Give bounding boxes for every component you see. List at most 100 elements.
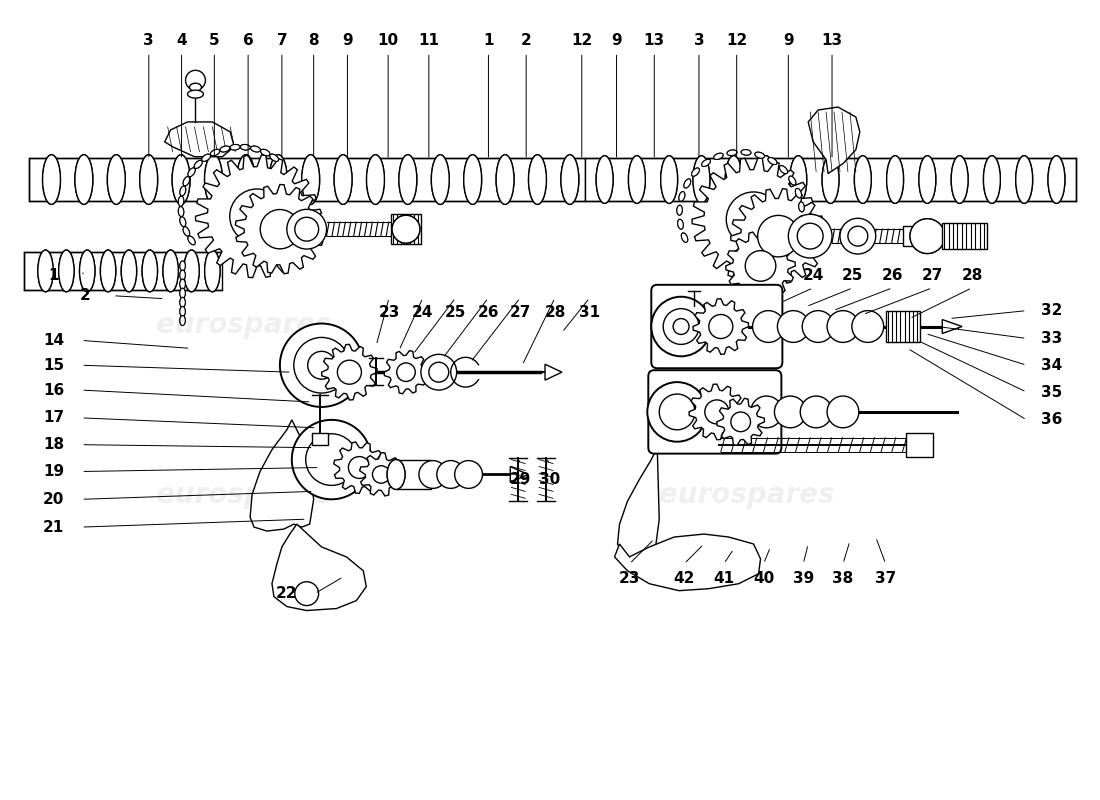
Circle shape — [294, 338, 350, 393]
Text: 24: 24 — [803, 268, 824, 283]
Ellipse shape — [236, 154, 255, 204]
Ellipse shape — [799, 216, 804, 226]
Bar — [396, 459, 431, 490]
Ellipse shape — [241, 145, 251, 150]
Ellipse shape — [681, 233, 688, 242]
Circle shape — [774, 396, 806, 428]
Text: 18: 18 — [43, 437, 64, 452]
Text: 31: 31 — [580, 305, 601, 320]
Text: 34: 34 — [1041, 358, 1063, 373]
Ellipse shape — [180, 186, 186, 196]
Ellipse shape — [241, 145, 251, 150]
Ellipse shape — [270, 154, 278, 162]
Polygon shape — [692, 158, 815, 281]
Ellipse shape — [628, 156, 646, 203]
Text: 19: 19 — [43, 464, 64, 479]
Ellipse shape — [692, 168, 700, 176]
Ellipse shape — [220, 146, 230, 152]
Ellipse shape — [727, 150, 737, 155]
Ellipse shape — [780, 166, 788, 174]
Text: 6: 6 — [243, 33, 253, 48]
Text: 5: 5 — [209, 33, 220, 48]
Circle shape — [705, 400, 729, 424]
Circle shape — [708, 314, 733, 338]
Ellipse shape — [741, 150, 751, 155]
Polygon shape — [693, 298, 749, 354]
Ellipse shape — [121, 250, 136, 292]
Polygon shape — [943, 319, 962, 334]
Ellipse shape — [142, 250, 157, 292]
Ellipse shape — [799, 216, 804, 226]
Ellipse shape — [790, 156, 806, 203]
Ellipse shape — [230, 145, 240, 150]
Ellipse shape — [693, 156, 710, 203]
Ellipse shape — [334, 154, 352, 204]
Ellipse shape — [910, 218, 945, 254]
Text: 9: 9 — [783, 33, 793, 48]
Polygon shape — [510, 466, 528, 482]
Polygon shape — [272, 524, 366, 610]
Ellipse shape — [201, 154, 210, 162]
Ellipse shape — [679, 191, 685, 202]
Ellipse shape — [58, 250, 74, 292]
Text: 35: 35 — [1041, 385, 1063, 399]
Ellipse shape — [58, 250, 74, 292]
Ellipse shape — [179, 288, 185, 298]
Ellipse shape — [210, 150, 220, 156]
Ellipse shape — [464, 154, 482, 204]
Ellipse shape — [179, 298, 185, 307]
Circle shape — [673, 318, 689, 334]
Ellipse shape — [799, 202, 804, 212]
Circle shape — [798, 223, 823, 249]
Ellipse shape — [431, 154, 449, 204]
Ellipse shape — [183, 226, 189, 236]
Ellipse shape — [179, 315, 185, 326]
Ellipse shape — [75, 154, 92, 204]
Ellipse shape — [37, 250, 53, 292]
Polygon shape — [689, 384, 745, 440]
Ellipse shape — [37, 250, 53, 292]
Text: 13: 13 — [644, 33, 664, 48]
Text: 3: 3 — [694, 33, 704, 48]
Ellipse shape — [179, 270, 185, 280]
Polygon shape — [615, 534, 760, 590]
Ellipse shape — [952, 156, 968, 203]
Ellipse shape — [714, 154, 723, 159]
Ellipse shape — [983, 156, 1000, 203]
Bar — [29, 158, 585, 202]
Polygon shape — [808, 107, 860, 174]
Ellipse shape — [187, 90, 204, 98]
Text: 2: 2 — [520, 33, 531, 48]
Circle shape — [730, 412, 750, 432]
Polygon shape — [235, 185, 324, 274]
Ellipse shape — [918, 156, 936, 203]
Ellipse shape — [741, 150, 751, 155]
Ellipse shape — [702, 159, 711, 166]
Ellipse shape — [100, 250, 116, 292]
Ellipse shape — [855, 156, 871, 203]
Ellipse shape — [795, 189, 802, 198]
Text: 28: 28 — [961, 268, 982, 283]
Ellipse shape — [195, 160, 202, 168]
Ellipse shape — [184, 250, 199, 292]
Text: 38: 38 — [833, 571, 854, 586]
Ellipse shape — [301, 154, 320, 204]
Text: 25: 25 — [446, 305, 466, 320]
Polygon shape — [384, 350, 428, 394]
Ellipse shape — [678, 219, 683, 229]
Text: 33: 33 — [1041, 331, 1063, 346]
Ellipse shape — [188, 236, 195, 245]
Text: 9: 9 — [342, 33, 353, 48]
Ellipse shape — [684, 179, 691, 188]
Ellipse shape — [755, 152, 764, 158]
Bar — [905, 433, 933, 457]
Ellipse shape — [795, 189, 802, 198]
Ellipse shape — [205, 250, 220, 292]
Circle shape — [778, 310, 810, 342]
Ellipse shape — [230, 145, 240, 150]
Ellipse shape — [75, 154, 92, 204]
Ellipse shape — [183, 177, 189, 186]
Circle shape — [279, 323, 363, 407]
Circle shape — [651, 297, 711, 356]
Ellipse shape — [702, 159, 711, 166]
